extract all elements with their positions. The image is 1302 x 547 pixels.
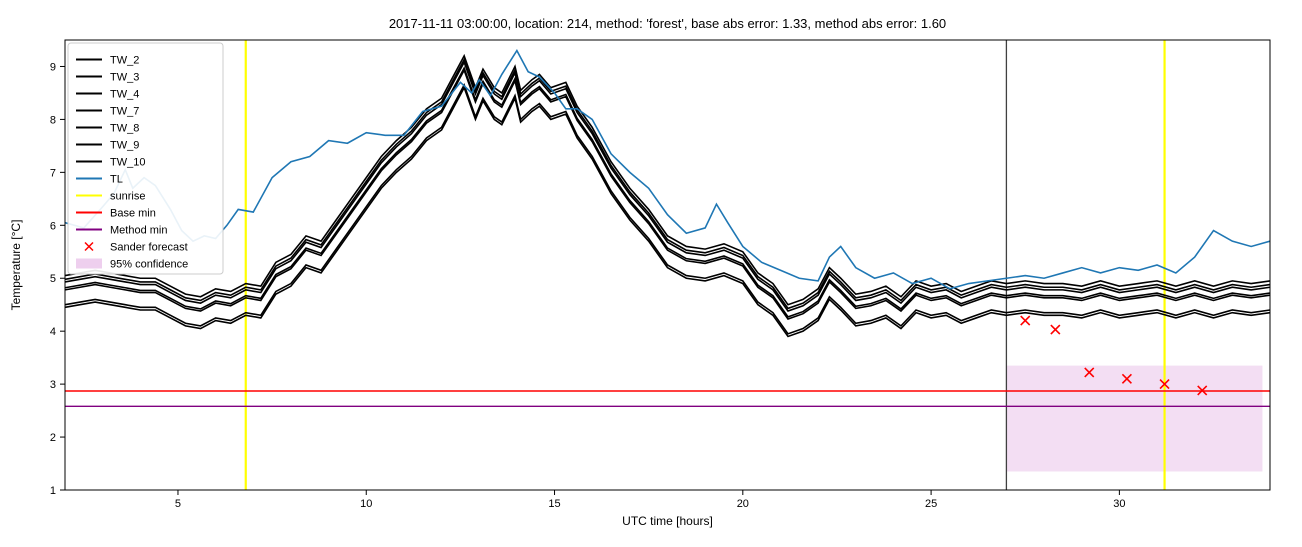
chart-svg: 5 10 15 20 25 30 1 2 3 4 5 6 7 8 9 UTC time [hours] Temp… [0, 0, 1302, 547]
chart-title: 2017-11-11 03:00:00, location: 214, meth… [389, 16, 946, 31]
y-axis-label: Temperature [°C] [9, 220, 23, 311]
ytick-label: 6 [50, 220, 56, 232]
xtick-label: 10 [360, 498, 372, 510]
legend-item-label: TW_7 [110, 106, 139, 118]
legend-item-label: Base min [110, 208, 156, 220]
x-axis-label: UTC time [hours] [622, 514, 713, 528]
legend-item-label: TW_10 [110, 157, 145, 169]
confidence-band [1006, 366, 1262, 472]
xtick-label: 15 [548, 498, 560, 510]
legend-item-label: TW_3 [110, 72, 139, 84]
legend-item-label: TL [110, 174, 123, 186]
xtick-label: 25 [925, 498, 937, 510]
xtick-label: 5 [175, 498, 181, 510]
chart-container: 5 10 15 20 25 30 1 2 3 4 5 6 7 8 9 UTC time [hours] Temp… [0, 0, 1302, 547]
xtick-label: 30 [1113, 498, 1125, 510]
legend-item-label: 95% confidence [110, 259, 188, 271]
legend-item-label: TW_8 [110, 123, 139, 135]
legend-item-label: sunrise [110, 191, 145, 203]
legend-item-label: TW_4 [110, 89, 139, 101]
ytick-label: 9 [50, 61, 56, 73]
ytick-label: 3 [50, 379, 56, 391]
xtick-label: 20 [737, 498, 749, 510]
ytick-label: 7 [50, 167, 56, 179]
ytick-label: 5 [50, 273, 56, 285]
ytick-label: 1 [50, 485, 56, 497]
legend-item-label: Method min [110, 225, 167, 237]
ytick-label: 8 [50, 114, 56, 126]
legend-item-label: Sander forecast [110, 242, 188, 254]
legend-item-label: TW_9 [110, 140, 139, 152]
ytick-label: 4 [50, 326, 56, 338]
legend-item-label: TW_2 [110, 55, 139, 67]
legend: TW_2 TW_3 TW_4 TW_7 TW_8 TW_9 TW_10 TL sunrise Ba… [68, 43, 223, 274]
ytick-label: 2 [50, 432, 56, 444]
